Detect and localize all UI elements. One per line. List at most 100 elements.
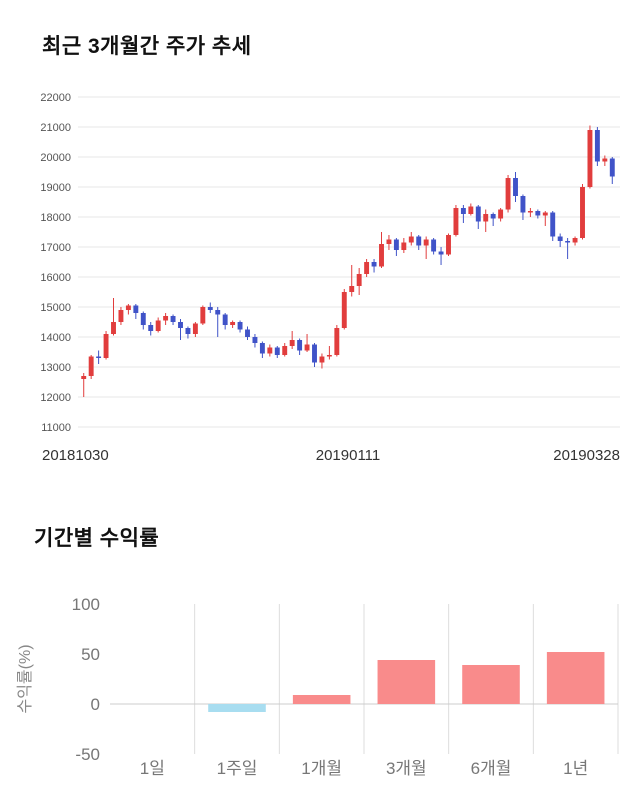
y-axis-tick-label: 20000 — [40, 152, 71, 164]
x-axis-category-label: 1년 — [563, 759, 588, 778]
candle-body — [148, 325, 154, 331]
y-axis-tick-label: 14000 — [40, 332, 71, 344]
candle-body — [364, 262, 370, 274]
candle-body — [334, 328, 340, 355]
candle-body — [542, 212, 548, 216]
candle-body — [259, 343, 265, 354]
candle-body — [267, 347, 273, 354]
y-axis-tick-label: 22000 — [40, 92, 71, 104]
candle-body — [565, 241, 571, 243]
candle-body — [103, 334, 109, 358]
candle-body — [416, 236, 422, 246]
candle-body — [438, 251, 444, 255]
candle-body — [282, 346, 288, 355]
candle-body — [207, 307, 213, 310]
x-axis-category-label: 1일 — [140, 759, 165, 778]
y-axis-tick-label: 13000 — [40, 362, 71, 374]
candle-body — [572, 238, 578, 243]
candle-body — [133, 305, 139, 313]
candle-body — [550, 212, 556, 237]
candle-body — [580, 187, 585, 238]
y-axis-tick-label: 21000 — [40, 122, 71, 134]
candle-body — [230, 322, 236, 325]
y-axis-tick-label: 100 — [72, 595, 100, 614]
candle-body — [498, 209, 504, 219]
candle-body — [446, 235, 451, 255]
candle-body — [312, 344, 317, 363]
candle-body — [215, 310, 221, 315]
x-axis-category-label: 1주일 — [217, 759, 258, 778]
candle-body — [326, 355, 332, 357]
price-candlestick-chart: 11000 12000 13000 14000 15000 16000 17000 18000… — [40, 92, 620, 464]
candle-body — [274, 347, 280, 355]
candle-body — [401, 242, 407, 250]
candle-body — [453, 208, 459, 235]
y-axis-tick-label: 19000 — [40, 182, 71, 194]
y-axis-tick-label: 11000 — [41, 422, 71, 434]
candle-body — [386, 239, 392, 244]
y-axis-tick-label: 16000 — [40, 272, 71, 284]
candle-body — [594, 130, 600, 162]
y-axis-tick-label: 15000 — [40, 302, 71, 314]
candle-body — [319, 356, 325, 363]
candle-body — [527, 211, 533, 213]
candle-body — [96, 356, 102, 358]
candle-body — [341, 292, 347, 328]
return-bar — [462, 665, 520, 704]
candle-body — [535, 211, 541, 216]
y-axis-tick-label: -50 — [75, 745, 100, 764]
y-axis-title: 수익률(%) — [16, 644, 34, 713]
return-bar — [208, 704, 266, 712]
candle-body — [557, 236, 563, 241]
y-axis-tick-label: 18000 — [40, 212, 71, 224]
candle-body — [349, 286, 355, 292]
candle-body — [356, 274, 362, 286]
candle-body — [163, 316, 169, 321]
candle-body — [222, 314, 228, 325]
x-axis-tick-label: 20190111 — [316, 447, 381, 464]
candle-body — [520, 196, 526, 213]
x-axis-tick-label: 20181030 — [42, 447, 109, 464]
candle-body — [111, 322, 116, 334]
candle-body — [371, 262, 377, 267]
x-axis-category-label: 1개월 — [301, 759, 342, 778]
x-axis-category-label: 6개월 — [471, 759, 512, 778]
returns-chart-title: 기간별 수익률 — [34, 527, 160, 550]
candle-body — [431, 239, 437, 252]
candle-body — [185, 328, 191, 334]
return-bar — [292, 695, 351, 704]
candle-body — [468, 206, 474, 214]
candle-body — [490, 214, 496, 219]
candle-body — [483, 214, 489, 222]
candle-body — [125, 305, 131, 310]
candle-body — [155, 320, 161, 331]
candle-body — [602, 158, 608, 162]
candle-body — [118, 310, 124, 322]
candle-body — [178, 322, 183, 328]
returns-bar-chart: 100 50 0 -50 수익률(%) 1일 1주일 1개월 3개월 6개월 1년 — [16, 595, 619, 778]
candle-body — [379, 244, 384, 267]
candle-body — [297, 340, 303, 351]
x-axis-tick-label: 20190328 — [553, 447, 620, 464]
candle-body — [460, 208, 466, 214]
candle-body — [170, 316, 176, 322]
candle-body — [200, 307, 206, 324]
candle-body — [505, 178, 511, 210]
candle-body — [304, 344, 310, 351]
candle-body — [423, 239, 429, 246]
candle-body — [393, 239, 399, 250]
candle-body — [609, 158, 615, 177]
candle-body — [513, 178, 518, 196]
candle-body — [408, 236, 414, 243]
y-axis-tick-label: 0 — [91, 695, 100, 714]
candle-body — [237, 322, 243, 330]
candle-body — [81, 376, 87, 379]
candle-body — [88, 356, 94, 376]
y-axis-tick-label: 17000 — [40, 242, 71, 254]
return-bar — [546, 652, 605, 704]
candle-body — [192, 323, 198, 334]
y-axis-tick-label: 12000 — [40, 392, 71, 404]
candle-body — [587, 130, 593, 187]
return-bar — [377, 660, 436, 704]
